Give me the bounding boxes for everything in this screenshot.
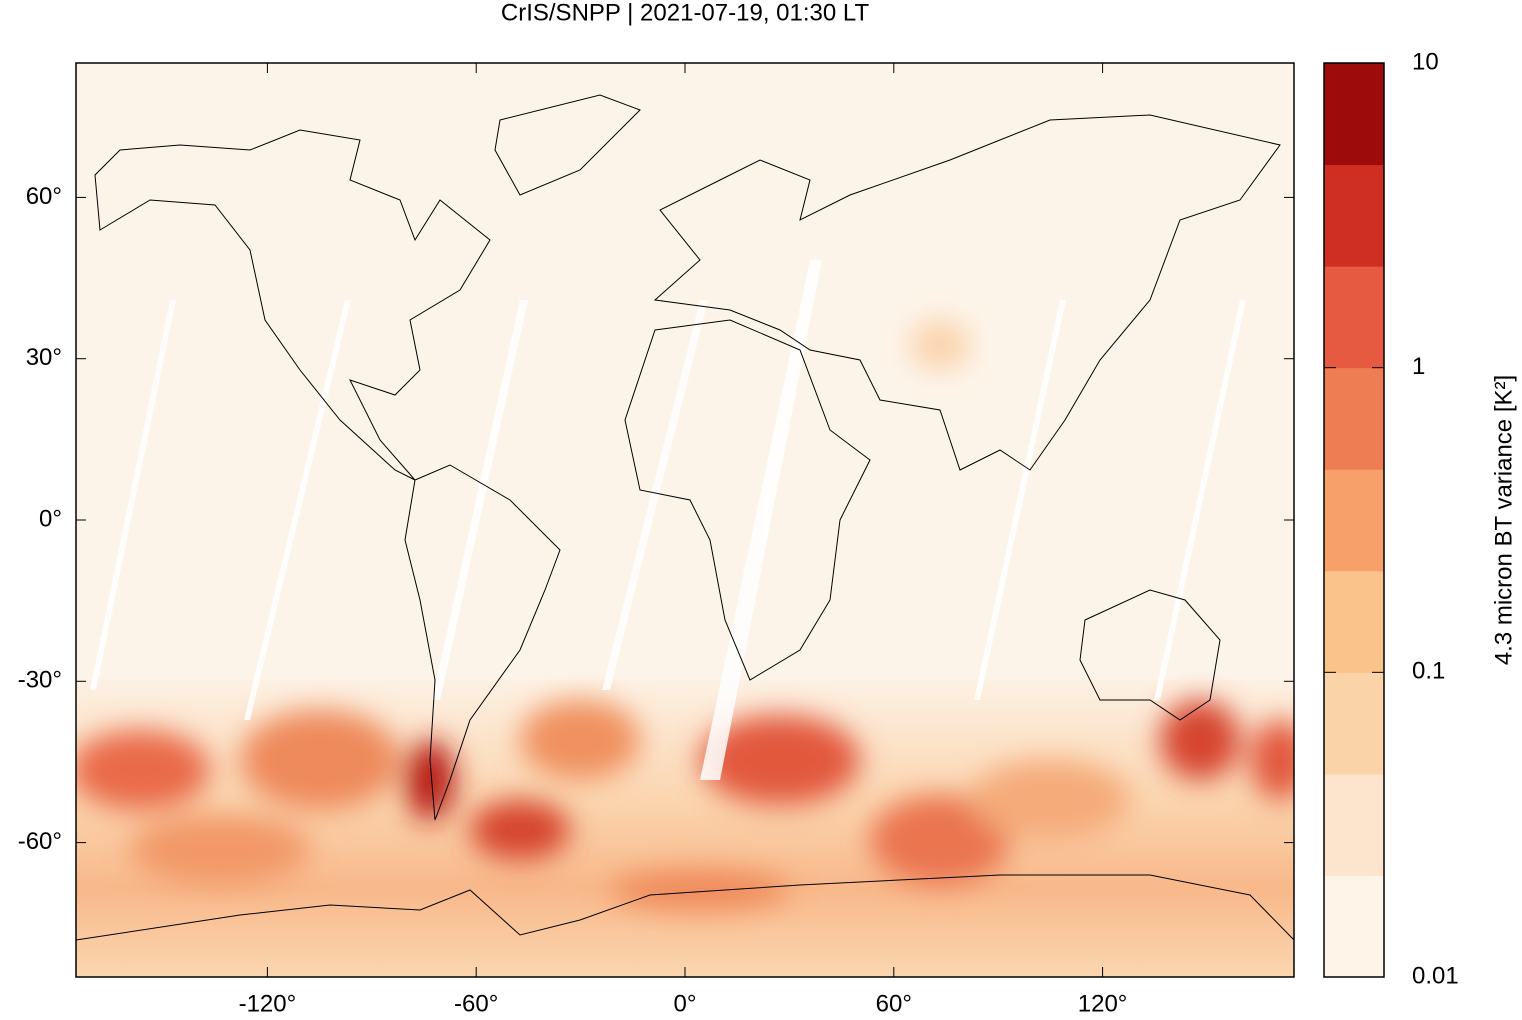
colorbar-band — [1324, 773, 1384, 876]
x-tick-label: 120° — [1078, 990, 1128, 1017]
colorbar-band — [1324, 469, 1384, 572]
colorbar-label: 4.3 micron BT variance [K²] — [1490, 375, 1517, 665]
y-tick-label: 60° — [26, 183, 62, 210]
colorbar-frame — [1323, 62, 1385, 978]
y-tick-label: -60° — [18, 828, 62, 855]
colorbar-tick-label: 0.1 — [1412, 658, 1445, 685]
field — [76, 63, 1294, 977]
x-tick-label: -60° — [454, 990, 498, 1017]
x-tick-label: 60° — [876, 990, 912, 1017]
colorbar-band — [1324, 266, 1384, 369]
colorbar-band — [1324, 367, 1384, 470]
colorbar-band — [1324, 875, 1384, 978]
colorbar-band — [1324, 672, 1384, 775]
title: CrIS/SNPP | 2021-07-19, 01:30 LT — [501, 0, 870, 26]
colorbar-tick-label: 0.01 — [1412, 962, 1459, 989]
x-tick-label: 0° — [674, 990, 697, 1017]
x-tick-label: -120° — [239, 990, 297, 1017]
colorbar-band — [1324, 63, 1384, 166]
coastlines — [76, 94, 1294, 941]
y-tick-label: -30° — [18, 667, 62, 694]
orbit-gaps — [90, 260, 1246, 780]
y-tick-label: 0° — [39, 505, 62, 532]
y-tick-label: 30° — [26, 344, 62, 371]
colorbar-band — [1324, 164, 1384, 267]
colorbar-tick-label: 1 — [1412, 353, 1425, 380]
colorbar-band — [1324, 570, 1384, 673]
colorbar-tick-label: 10 — [1412, 48, 1439, 75]
variance-blobs — [76, 320, 1294, 910]
